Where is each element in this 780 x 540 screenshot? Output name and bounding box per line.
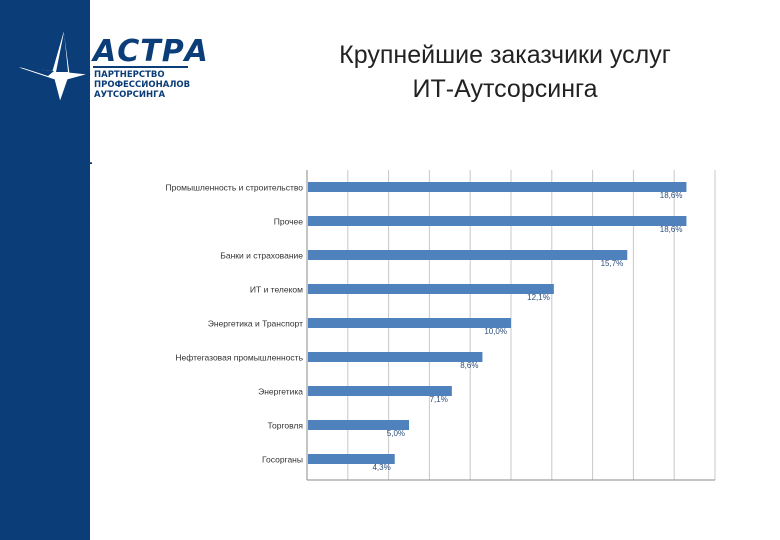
- data-bar: [308, 284, 554, 294]
- star-a-logo-icon: [12, 28, 91, 103]
- slide-title-line: Крупнейшие заказчики услуг: [339, 41, 671, 69]
- data-label: 12,1%: [527, 293, 550, 302]
- data-bar: [308, 454, 395, 464]
- data-bar: [308, 420, 409, 430]
- data-bar: [308, 216, 687, 226]
- category-label: Нефтегазовая промышленность: [175, 353, 303, 363]
- data-label: 5,0%: [387, 429, 405, 438]
- logo-subtitle-line: ПРОФЕССИОНАЛОВ: [94, 80, 191, 90]
- category-label: ИТ и телеком: [250, 285, 303, 295]
- logo-subtitle-line: ПАРТНЕРСТВО: [94, 70, 165, 80]
- logo-subtitle-line: АУТСОРСИНГА: [94, 90, 166, 100]
- data-bar: [308, 352, 483, 362]
- side-band: [0, 0, 90, 540]
- data-bar: [308, 250, 628, 260]
- data-bar: [308, 182, 687, 192]
- data-label: 7,1%: [430, 395, 448, 404]
- logo-underline: [93, 66, 188, 68]
- category-label: Промышленность и строительство: [166, 183, 304, 193]
- category-label: Энергетика и Транспорт: [208, 319, 303, 329]
- category-label: Банки и страхование: [220, 251, 303, 261]
- data-label: 18,6%: [660, 191, 683, 200]
- data-bar: [308, 318, 511, 328]
- logo-subtitle: ПАРТНЕРСТВО ПРОФЕССИОНАЛОВ АУТСОРСИНГА: [94, 70, 204, 100]
- slide-title-line: ИТ-Аутсорсинга: [412, 75, 598, 103]
- data-label: 18,6%: [660, 225, 683, 234]
- data-label: 4,3%: [372, 463, 390, 472]
- data-label: 8,6%: [460, 361, 478, 370]
- category-label: Торговля: [267, 421, 303, 431]
- category-label: Госорганы: [262, 455, 303, 465]
- slide-title: Крупнейшие заказчики услуг ИТ-Аутсорсинг…: [245, 38, 765, 106]
- sidebar-url[interactable]: www.astra-partners.ru: [82, 93, 93, 235]
- bar-chart: Промышленность и строительство 18,6% Проче…: [166, 170, 716, 481]
- data-bar: [308, 386, 452, 396]
- data-label: 10,0%: [484, 327, 507, 336]
- data-label: 15,7%: [601, 259, 624, 268]
- logo-brand-name: АСТРА: [93, 34, 209, 69]
- category-label: Энергетика: [258, 387, 303, 397]
- category-label: Прочее: [274, 217, 304, 227]
